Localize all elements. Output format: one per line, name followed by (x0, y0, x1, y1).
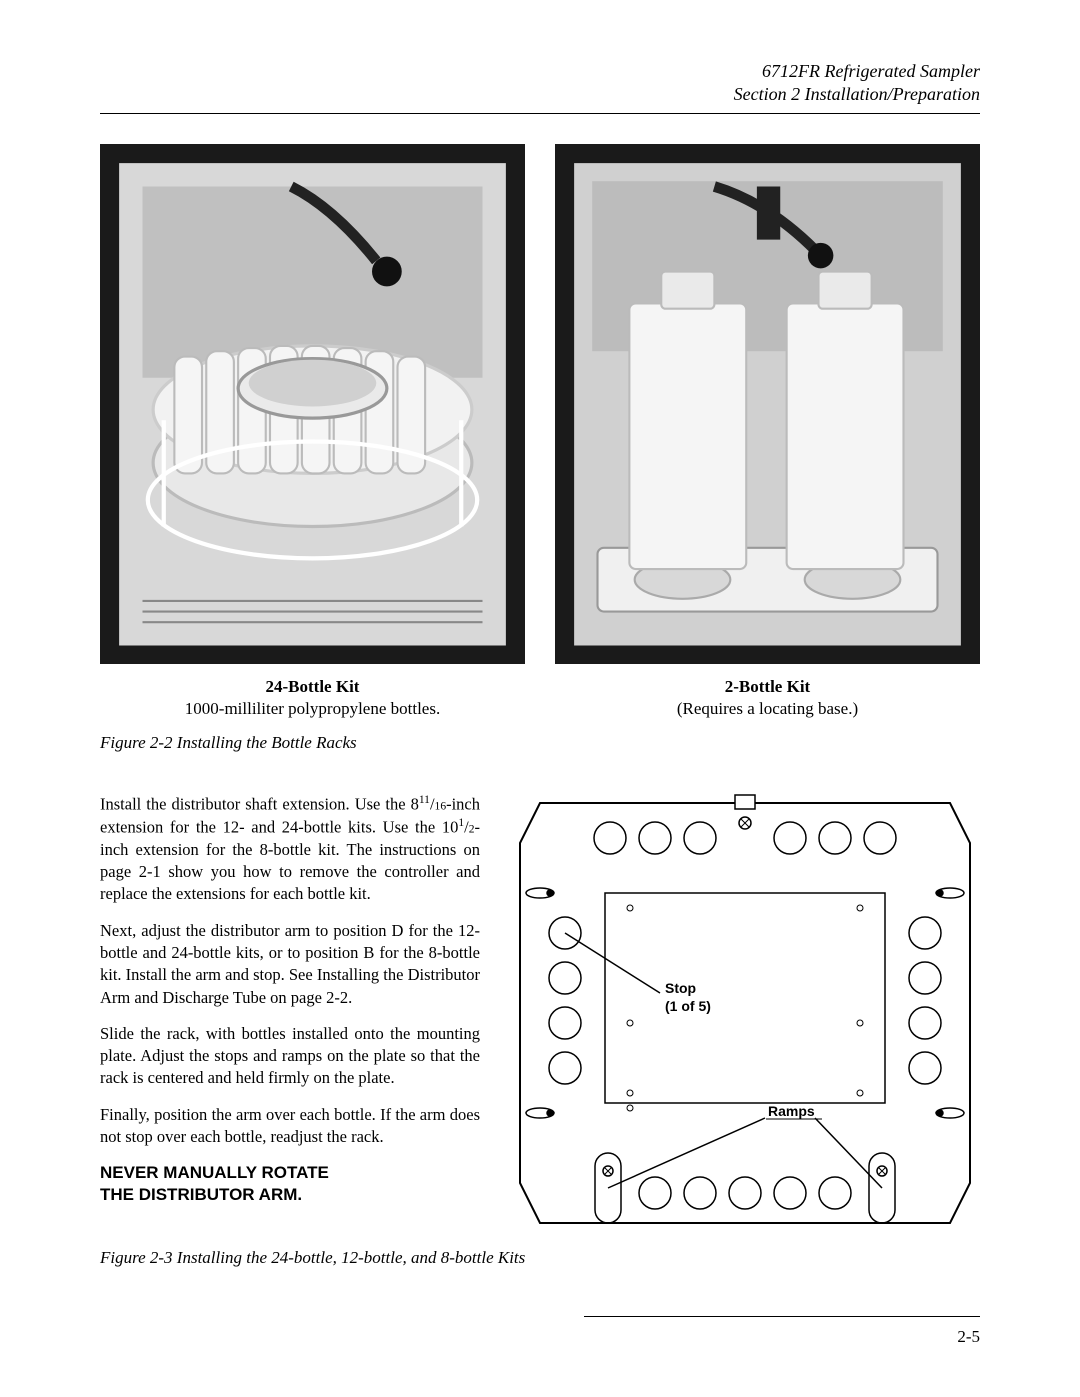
diagram-column: Stop (1 of 5) Ramps (510, 793, 980, 1238)
footer-rule (584, 1316, 980, 1317)
paragraph-4: Finally, position the arm over each bott… (100, 1104, 480, 1149)
instruction-text: Install the distributor shaft extension.… (100, 793, 480, 1206)
photo-right-col: 2-Bottle Kit (Requires a locating base.) (555, 144, 980, 720)
photo-left-sub: 1000-milliliter polypropylene bottles. (100, 699, 525, 719)
diagram-label-stop: Stop (665, 980, 696, 996)
header-line-1: 6712FR Refrigerated Sampler (100, 60, 980, 83)
diagram-label-ramps: Ramps (768, 1103, 815, 1119)
figure-2-3-caption: Figure 2-3 Installing the 24-bottle, 12-… (100, 1248, 980, 1268)
mounting-plate-diagram: Stop (1 of 5) Ramps (510, 793, 980, 1233)
content-row: Install the distributor shaft extension.… (100, 793, 980, 1238)
diagram-label-stop-sub: (1 of 5) (665, 998, 711, 1014)
manual-page: 6712FR Refrigerated Sampler Section 2 In… (0, 0, 1080, 1397)
photo-right-title: 2-Bottle Kit (555, 677, 980, 697)
photo-left-title: 24-Bottle Kit (100, 677, 525, 697)
photo-24-bottle-kit (100, 144, 525, 665)
warning-text: NEVER MANUALLY ROTATE THE DISTRIBUTOR AR… (100, 1162, 480, 1206)
header-rule (100, 113, 980, 114)
figure-2-2-caption: Figure 2-2 Installing the Bottle Racks (100, 733, 980, 753)
header-line-2: Section 2 Installation/Preparation (100, 83, 980, 106)
photo-right-sub: (Requires a locating base.) (555, 699, 980, 719)
paragraph-2: Next, adjust the distributor arm to posi… (100, 920, 480, 1009)
page-header: 6712FR Refrigerated Sampler Section 2 In… (100, 60, 980, 107)
page-number: 2-5 (100, 1327, 980, 1347)
photo-row: 24-Bottle Kit 1000-milliliter polypropyl… (100, 144, 980, 720)
page-footer: 2-5 (100, 1316, 980, 1347)
paragraph-3: Slide the rack, with bottles installed o… (100, 1023, 480, 1090)
photo-2-bottle-kit (555, 144, 980, 665)
paragraph-1: Install the distributor shaft extension.… (100, 793, 480, 905)
photo-left-col: 24-Bottle Kit 1000-milliliter polypropyl… (100, 144, 525, 720)
